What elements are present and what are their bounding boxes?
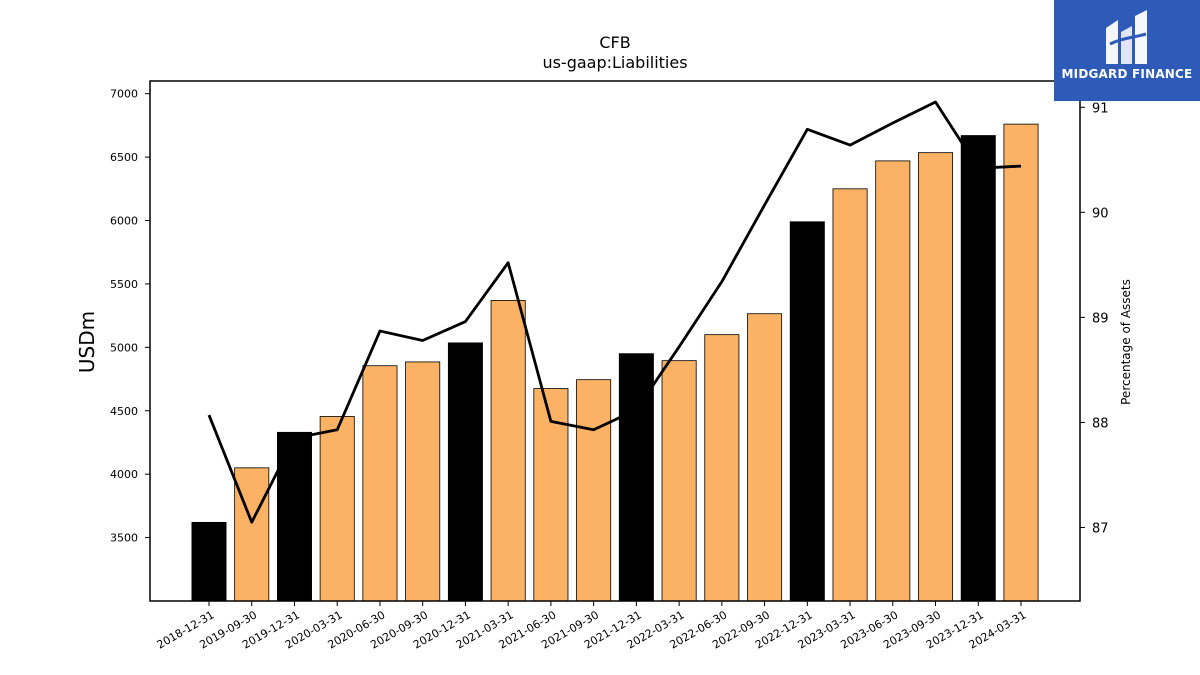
bar-2023-09-30: [918, 152, 954, 602]
bar-2022-12-31: [789, 221, 825, 602]
y2-tick-label: 88: [1092, 416, 1109, 431]
bar-2022-06-30: [704, 334, 740, 602]
bar-2021-03-31: [490, 300, 526, 602]
series-line: [207, 100, 1022, 524]
bar-2020-03-31: [319, 416, 355, 602]
plot-frame: [149, 80, 1081, 602]
y-axis-left: 3500 4000 4500 5000 5500 6000 6500 7000: [110, 88, 150, 545]
y-axis-right: 87 88 89 90 91: [1080, 101, 1109, 536]
y2-tick-label: 89: [1092, 311, 1109, 326]
y-tick-label: 7000: [110, 88, 138, 101]
y-tick-label: 6000: [110, 215, 138, 228]
bar-2018-12-31: [191, 521, 227, 602]
y-tick-label: 4000: [110, 468, 138, 481]
bar-2023-03-31: [832, 188, 868, 602]
bar-2019-09-30: [234, 467, 270, 602]
bar-2022-09-30: [747, 313, 783, 602]
x-axis: 2018-12-312019-09-302019-12-312020-03-31…: [155, 601, 1029, 652]
bar-2020-09-30: [405, 361, 441, 602]
logo: MIDGARD FINANCE: [1054, 0, 1200, 101]
y-tick-label: 5500: [110, 278, 138, 291]
y2-axis-label: Percentage of Assets: [1119, 279, 1133, 405]
y2-tick-label: 87: [1092, 521, 1109, 536]
bar-2024-03-31: [1003, 123, 1039, 602]
y-tick-label: 6500: [110, 151, 138, 164]
bar-2020-12-31: [447, 342, 483, 602]
bar-2020-06-30: [362, 365, 398, 602]
chart-subtitle: us-gaap:Liabilities: [542, 53, 687, 72]
bar-2022-03-31: [661, 360, 697, 602]
chart-title: CFB: [599, 33, 630, 52]
bar-2019-12-31: [276, 431, 312, 602]
bar-2023-06-30: [875, 160, 911, 602]
y-tick-label: 4500: [110, 405, 138, 418]
bar-2021-09-30: [576, 379, 612, 602]
logo-text: MIDGARD FINANCE: [1061, 67, 1193, 81]
logo-mark-icon: [1106, 10, 1147, 64]
y2-tick-label: 90: [1092, 206, 1109, 221]
y-tick-label: 5000: [110, 341, 138, 354]
y-tick-label: 3500: [110, 532, 138, 545]
bar-2023-12-31: [960, 135, 996, 602]
y2-tick-label: 91: [1092, 101, 1109, 116]
y-axis-label: USDm: [75, 311, 99, 373]
line-group: [207, 100, 1022, 524]
bars-group: [191, 123, 1039, 602]
